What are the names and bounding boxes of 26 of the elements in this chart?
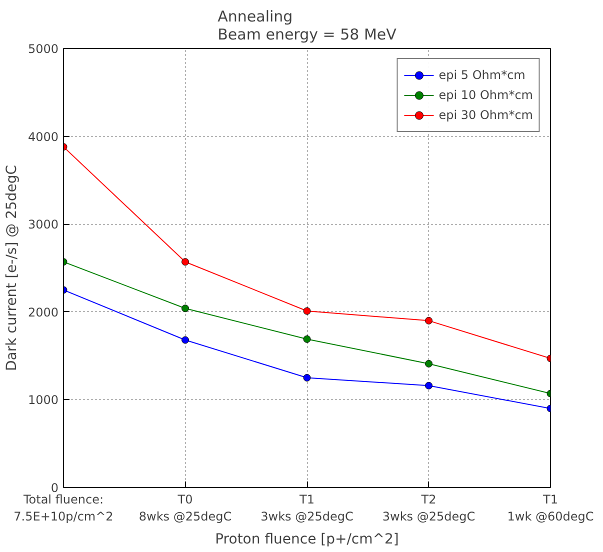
point bbox=[182, 336, 189, 344]
y-tick-label: 4000 bbox=[28, 130, 59, 144]
y-tick-label: 5000 bbox=[28, 42, 59, 56]
point bbox=[425, 316, 432, 324]
y-tick-label: 3000 bbox=[28, 218, 59, 232]
point bbox=[425, 382, 432, 390]
legend-label: epi 5 Ohm*cm bbox=[438, 68, 526, 82]
x-axis-title: Proton fluence [p+/cm^2] bbox=[215, 531, 399, 548]
point bbox=[303, 374, 311, 382]
point bbox=[182, 258, 189, 266]
y-tick-label: 2000 bbox=[28, 305, 59, 320]
legend-label: epi 30 Ohm*cm bbox=[438, 108, 533, 122]
point bbox=[303, 335, 311, 343]
x-tick-label: T1 3wks @25degC bbox=[260, 492, 354, 524]
y-tick-label: 1000 bbox=[28, 393, 59, 408]
legend-label: epi 10 Ohm*cm bbox=[438, 88, 533, 102]
x-tick-label: T1 1wk @60degC bbox=[507, 492, 594, 524]
x-tick-label: Total fluence: 7.5E+10p/cm^2 bbox=[14, 492, 114, 524]
chart-title: Annealing Beam energy = 58 MeV bbox=[218, 8, 398, 44]
point bbox=[303, 307, 311, 315]
point bbox=[425, 360, 432, 368]
x-tick-label: T0 8wks @25degC bbox=[138, 492, 232, 524]
y-tick-label: 0 bbox=[50, 481, 59, 495]
y-axis-title: Dark current [e-/s] @ 25degC bbox=[4, 164, 20, 372]
x-tick-label: T2 3wks @25degC bbox=[382, 492, 476, 524]
point bbox=[182, 304, 189, 312]
